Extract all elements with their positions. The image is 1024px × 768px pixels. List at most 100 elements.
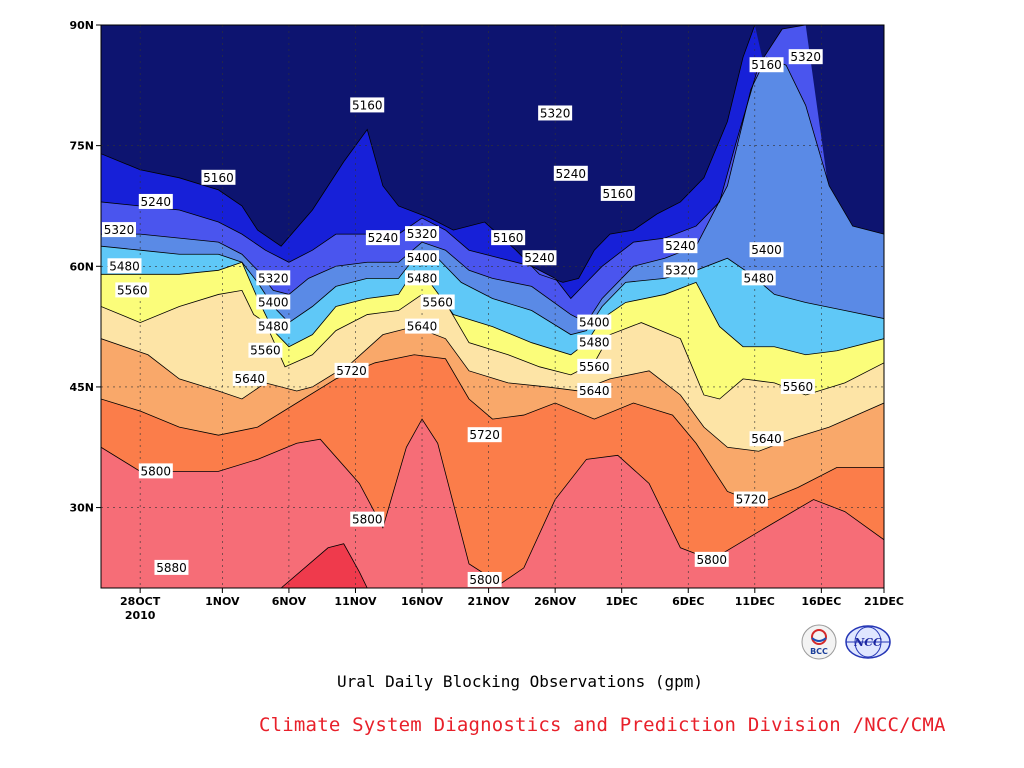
contour-label: 5240 xyxy=(365,230,400,246)
contour-line-5160 xyxy=(101,25,756,283)
contour-label: 5320 xyxy=(405,226,440,242)
contour-label: 5560 xyxy=(420,294,455,310)
svg-text:5160: 5160 xyxy=(352,98,383,112)
svg-text:5800: 5800 xyxy=(141,464,172,478)
contour-label: 5480 xyxy=(256,318,291,334)
svg-text:5560: 5560 xyxy=(250,344,281,358)
svg-text:5160: 5160 xyxy=(603,187,634,201)
svg-text:5560: 5560 xyxy=(422,295,453,309)
svg-text:5320: 5320 xyxy=(104,223,135,237)
bcc-logo-text: BCC xyxy=(810,647,828,656)
svg-text:5240: 5240 xyxy=(141,195,172,209)
contour-label: 5720 xyxy=(467,427,502,443)
contour-label: 5320 xyxy=(788,49,823,65)
contour-line-5240 xyxy=(101,25,806,300)
contour-label: 5640 xyxy=(232,370,267,386)
contour-label: 5800 xyxy=(138,463,173,479)
contour-line-5400 xyxy=(101,245,884,336)
plot-frame xyxy=(100,24,885,589)
svg-text:5400: 5400 xyxy=(258,295,289,309)
svg-text:5640: 5640 xyxy=(407,320,438,334)
ncc-logo-text: NCC xyxy=(853,636,882,649)
contour-label: 5800 xyxy=(694,551,729,567)
svg-text:5480: 5480 xyxy=(407,271,438,285)
svg-text:5320: 5320 xyxy=(665,263,696,277)
x-tick-label: 26NOV xyxy=(534,595,577,608)
svg-text:5560: 5560 xyxy=(579,360,610,374)
contour-label: 5240 xyxy=(138,193,173,209)
contour-label: 5320 xyxy=(256,270,291,286)
x-tick-label: 1NOV xyxy=(205,595,240,608)
x-year-label: 2010 xyxy=(125,609,156,622)
contour-line-5880 xyxy=(257,543,368,588)
contour-label: 5560 xyxy=(780,378,815,394)
svg-text:5480: 5480 xyxy=(258,320,289,334)
x-tick-label: 11DEC xyxy=(735,595,775,608)
chart-title: Ural Daily Blocking Observations (gpm) xyxy=(336,672,704,691)
svg-text:5160: 5160 xyxy=(751,58,782,72)
contour-label: 5400 xyxy=(405,250,440,266)
contour-label: 5560 xyxy=(115,282,150,298)
contour-label: 5480 xyxy=(741,270,776,286)
svg-text:5160: 5160 xyxy=(203,171,234,185)
y-tick-label: 30N xyxy=(69,502,94,515)
svg-text:5320: 5320 xyxy=(540,106,571,120)
credit-line: Climate System Diagnostics and Predictio… xyxy=(259,714,946,736)
contour-label: 5560 xyxy=(248,342,283,358)
contour-label: 5720 xyxy=(733,491,768,507)
contour-label: 5640 xyxy=(577,382,612,398)
contour-label: 5160 xyxy=(491,230,526,246)
contour-label: 5320 xyxy=(102,222,136,238)
svg-text:5480: 5480 xyxy=(743,271,774,285)
y-axis-ticks: 30N 45N 60N 75N 90N xyxy=(69,19,101,515)
contour-line-5560 xyxy=(101,289,884,400)
contour-label: 5480 xyxy=(107,258,142,274)
contour-line-5320 xyxy=(101,56,884,324)
contour-label: 5640 xyxy=(405,318,440,334)
contour-label: 5160 xyxy=(749,57,784,73)
contour-label: 5240 xyxy=(522,250,557,266)
fill-level-5800 xyxy=(101,419,884,588)
svg-text:5400: 5400 xyxy=(579,316,610,330)
ncc-logo: NCC xyxy=(845,625,891,659)
svg-text:5240: 5240 xyxy=(524,251,555,265)
contour-label: 5480 xyxy=(577,334,612,350)
contour-label: 5640 xyxy=(749,431,784,447)
svg-text:5720: 5720 xyxy=(469,428,500,442)
svg-text:5640: 5640 xyxy=(234,372,265,386)
svg-text:5320: 5320 xyxy=(258,271,289,285)
x-tick-label: 6DEC xyxy=(672,595,704,608)
contour-label: 5480 xyxy=(405,270,440,286)
svg-text:5480: 5480 xyxy=(579,336,610,350)
fill-level-5880 xyxy=(257,543,368,588)
svg-text:5320: 5320 xyxy=(407,227,438,241)
svg-text:5800: 5800 xyxy=(696,553,727,567)
contour-labels: 5880 5800 5800 5800 5800 5720 5720 5720 5640 5640… xyxy=(102,49,823,587)
svg-text:5240: 5240 xyxy=(368,231,399,245)
contour-line-5480 xyxy=(101,261,884,356)
contour-label: 5320 xyxy=(538,105,573,121)
contour-label: 5880 xyxy=(154,559,189,575)
x-tick-label: 16NOV xyxy=(401,595,444,608)
x-tick-label: 21NOV xyxy=(468,595,511,608)
contour-label: 5560 xyxy=(577,358,612,374)
svg-text:5400: 5400 xyxy=(751,243,782,257)
svg-text:5640: 5640 xyxy=(751,432,782,446)
svg-text:5640: 5640 xyxy=(579,384,610,398)
svg-text:5240: 5240 xyxy=(556,167,587,181)
y-tick-label: 45N xyxy=(69,381,94,394)
svg-text:5320: 5320 xyxy=(790,50,821,64)
contour-label: 5320 xyxy=(663,262,698,278)
contour-label: 5400 xyxy=(577,314,612,330)
bcc-logo: BCC xyxy=(801,624,837,660)
x-tick-label: 16DEC xyxy=(801,595,841,608)
contour-label: 5800 xyxy=(350,511,385,527)
svg-text:5720: 5720 xyxy=(336,364,367,378)
contour-line-5640 xyxy=(101,326,884,452)
svg-text:5560: 5560 xyxy=(117,283,148,297)
x-tick-label: 1DEC xyxy=(606,595,638,608)
x-tick-label: 11NOV xyxy=(334,595,377,608)
contour-label: 5160 xyxy=(350,97,385,113)
y-tick-label: 60N xyxy=(69,260,94,273)
